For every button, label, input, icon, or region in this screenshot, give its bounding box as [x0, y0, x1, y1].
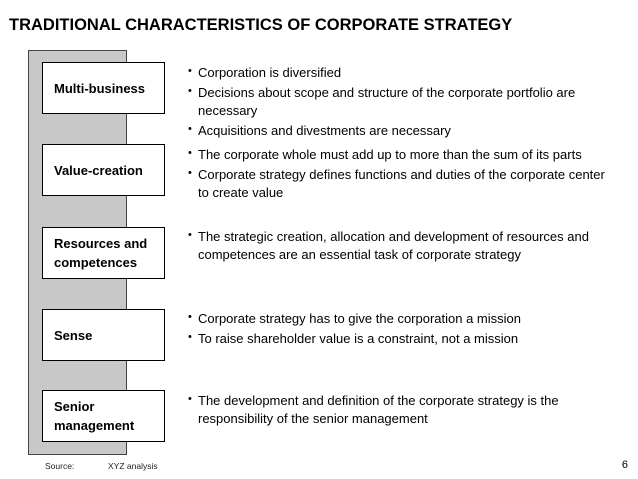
- bullet-item: Corporate strategy defines functions and…: [188, 164, 618, 202]
- label-box-value-creation: Value-creation: [42, 144, 165, 196]
- bullet-item: The development and definition of the co…: [188, 390, 618, 428]
- label-box-senior-management: Senior management: [42, 390, 165, 442]
- bullet-item: Acquisitions and divestments are necessa…: [188, 120, 618, 140]
- page-number: 6: [621, 459, 628, 471]
- bullet-item: The strategic creation, allocation and d…: [188, 226, 618, 264]
- bullet-list-multi-business: Corporation is diversified Decisions abo…: [188, 62, 618, 142]
- source-label: Source:: [45, 461, 75, 471]
- bullet-list-sense: Corporate strategy has to give the corpo…: [188, 308, 618, 350]
- bullet-item: To raise shareholder value is a constrai…: [188, 328, 618, 348]
- bullet-item: Corporate strategy has to give the corpo…: [188, 308, 618, 328]
- bullet-list-senior-management: The development and definition of the co…: [188, 390, 618, 430]
- slide-title: TRADITIONAL CHARACTERISTICS OF CORPORATE…: [9, 16, 513, 34]
- label-box-sense: Sense: [42, 309, 165, 361]
- label-box-resources: Resources and competences: [42, 227, 165, 279]
- source-value: XYZ analysis: [108, 461, 158, 471]
- bullet-list-value-creation: The corporate whole must add up to more …: [188, 144, 618, 204]
- label-box-multi-business: Multi-business: [42, 62, 165, 114]
- bullet-item: Decisions about scope and structure of t…: [188, 82, 618, 120]
- bullet-item: Corporation is diversified: [188, 62, 618, 82]
- bullet-item: The corporate whole must add up to more …: [188, 144, 618, 164]
- bullet-list-resources: The strategic creation, allocation and d…: [188, 226, 618, 266]
